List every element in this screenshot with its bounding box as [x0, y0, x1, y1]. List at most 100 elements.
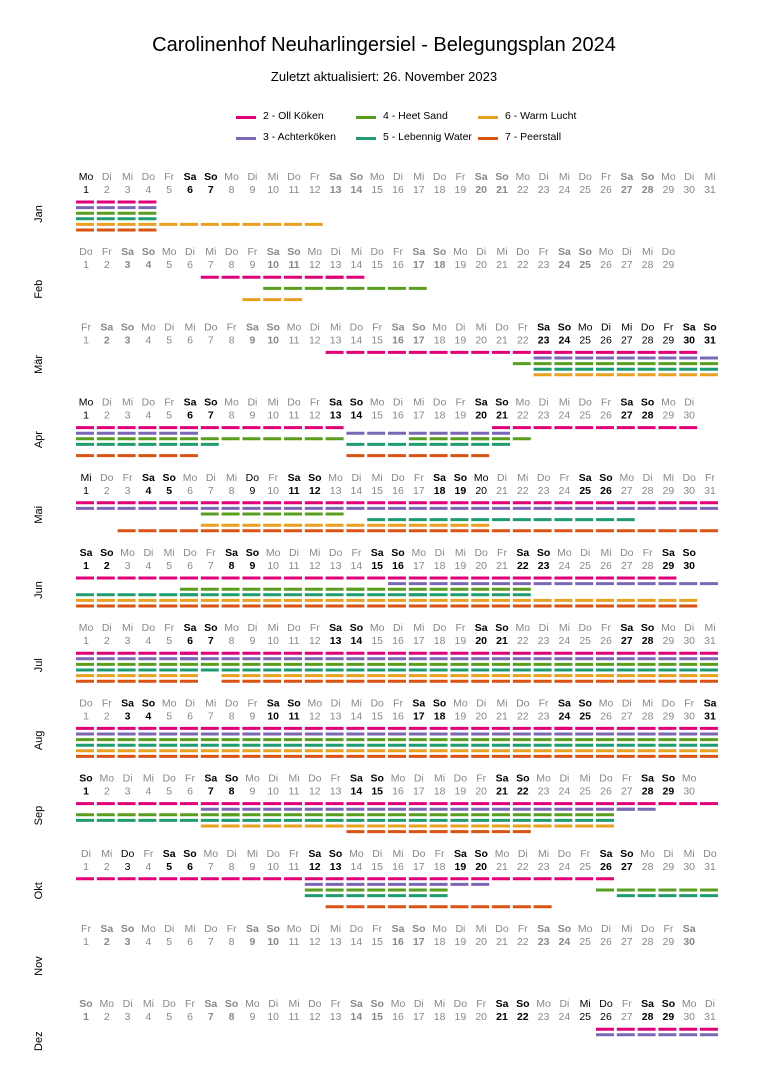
- weekday-label: Di: [185, 246, 195, 258]
- weekday-label: Fr: [455, 171, 465, 183]
- month-label: Apr: [33, 431, 45, 448]
- day-number: 9: [249, 861, 255, 873]
- day-number: 22: [517, 936, 529, 948]
- weekday-label: Mi: [268, 397, 279, 409]
- day-number: 13: [330, 635, 342, 647]
- day-number: 31: [704, 861, 716, 873]
- weekday-label: Mi: [559, 171, 570, 183]
- day-number: 21: [496, 786, 508, 798]
- weekday-label: Fr: [435, 848, 445, 860]
- weekday-label: So: [391, 547, 404, 559]
- day-number: 26: [600, 635, 612, 647]
- day-number: 18: [434, 410, 446, 422]
- day-number: 12: [309, 410, 321, 422]
- weekday-label: Mi: [704, 171, 715, 183]
- weekday-label: Do: [142, 397, 156, 409]
- weekday-label: Mi: [247, 848, 258, 860]
- day-number: 27: [621, 635, 633, 647]
- weekday-label: Di: [310, 321, 320, 333]
- weekday-label: So: [266, 923, 279, 935]
- weekday-label: Do: [474, 547, 488, 559]
- weekday-label: Mo: [661, 622, 676, 634]
- weekday-label: Do: [246, 472, 260, 484]
- day-number: 27: [621, 786, 633, 798]
- weekday-label: Di: [435, 547, 445, 559]
- day-number: 15: [371, 560, 383, 572]
- day-number: 4: [145, 786, 151, 798]
- weekday-label: Sa: [600, 848, 613, 860]
- weekday-label: Di: [684, 397, 694, 409]
- weekday-label: Di: [123, 998, 133, 1010]
- weekday-label: Mi: [122, 171, 133, 183]
- day-number: 2: [104, 410, 110, 422]
- day-number: 24: [559, 936, 571, 948]
- weekday-label: Mo: [682, 998, 697, 1010]
- weekday-label: Di: [268, 998, 278, 1010]
- day-number: 12: [309, 485, 321, 497]
- weekday-label: Do: [121, 848, 135, 860]
- weekday-label: So: [578, 246, 591, 258]
- day-number: 4: [145, 410, 151, 422]
- month-label: Mär: [33, 355, 45, 374]
- weekday-label: Do: [308, 998, 322, 1010]
- weekday-label: Sa: [683, 321, 696, 333]
- weekday-label: Mi: [164, 547, 175, 559]
- day-number: 17: [413, 334, 425, 346]
- day-number: 28: [642, 861, 654, 873]
- day-number: 26: [600, 1011, 612, 1023]
- weekday-label: Do: [391, 472, 405, 484]
- day-number: 22: [517, 861, 529, 873]
- day-number: 2: [104, 184, 110, 196]
- day-number: 18: [434, 485, 446, 497]
- day-number: 18: [434, 1011, 446, 1023]
- day-number: 3: [125, 259, 131, 271]
- weekday-label: Mi: [309, 547, 320, 559]
- weekday-label: Fr: [518, 923, 528, 935]
- day-number: 6: [187, 936, 193, 948]
- day-number: 8: [229, 259, 235, 271]
- day-number: 2: [104, 1011, 110, 1023]
- weekday-label: Mi: [101, 848, 112, 860]
- day-number: 21: [496, 936, 508, 948]
- day-number: 21: [496, 485, 508, 497]
- day-number: 24: [559, 184, 571, 196]
- day-number: 28: [642, 635, 654, 647]
- weekday-label: Fr: [81, 321, 91, 333]
- legend-label: 6 - Warm Lucht: [505, 110, 577, 122]
- weekday-label: Fr: [310, 622, 320, 634]
- legend-swatch: [356, 137, 376, 140]
- weekday-label: Mo: [183, 472, 198, 484]
- weekday-label: So: [266, 321, 279, 333]
- day-number: 22: [517, 410, 529, 422]
- day-number: 23: [538, 936, 550, 948]
- day-number: 23: [538, 184, 550, 196]
- weekday-label: Di: [476, 697, 486, 709]
- weekday-label: Fr: [185, 998, 195, 1010]
- legend-swatch: [478, 116, 498, 119]
- day-number: 8: [229, 936, 235, 948]
- weekday-label: Fr: [227, 923, 237, 935]
- day-number: 29: [663, 936, 675, 948]
- day-number: 15: [371, 485, 383, 497]
- weekday-label: Mo: [412, 547, 427, 559]
- weekday-label: Mo: [79, 622, 94, 634]
- day-number: 21: [496, 560, 508, 572]
- weekday-label: Sa: [288, 472, 301, 484]
- day-number: 2: [104, 560, 110, 572]
- day-number: 15: [371, 861, 383, 873]
- weekday-label: Do: [703, 848, 717, 860]
- day-number: 28: [642, 410, 654, 422]
- day-number: 25: [579, 1011, 591, 1023]
- weekday-label: Sa: [392, 321, 405, 333]
- weekday-label: Mi: [143, 773, 154, 785]
- day-number: 30: [683, 485, 695, 497]
- weekday-label: Mo: [100, 773, 115, 785]
- weekday-label: Fr: [539, 697, 549, 709]
- weekday-label: Mi: [621, 321, 632, 333]
- day-number: 20: [475, 861, 487, 873]
- weekday-label: Mi: [517, 472, 528, 484]
- day-number: 9: [249, 184, 255, 196]
- day-number: 8: [229, 1011, 235, 1023]
- day-number: 25: [579, 410, 591, 422]
- weekday-label: Sa: [184, 622, 197, 634]
